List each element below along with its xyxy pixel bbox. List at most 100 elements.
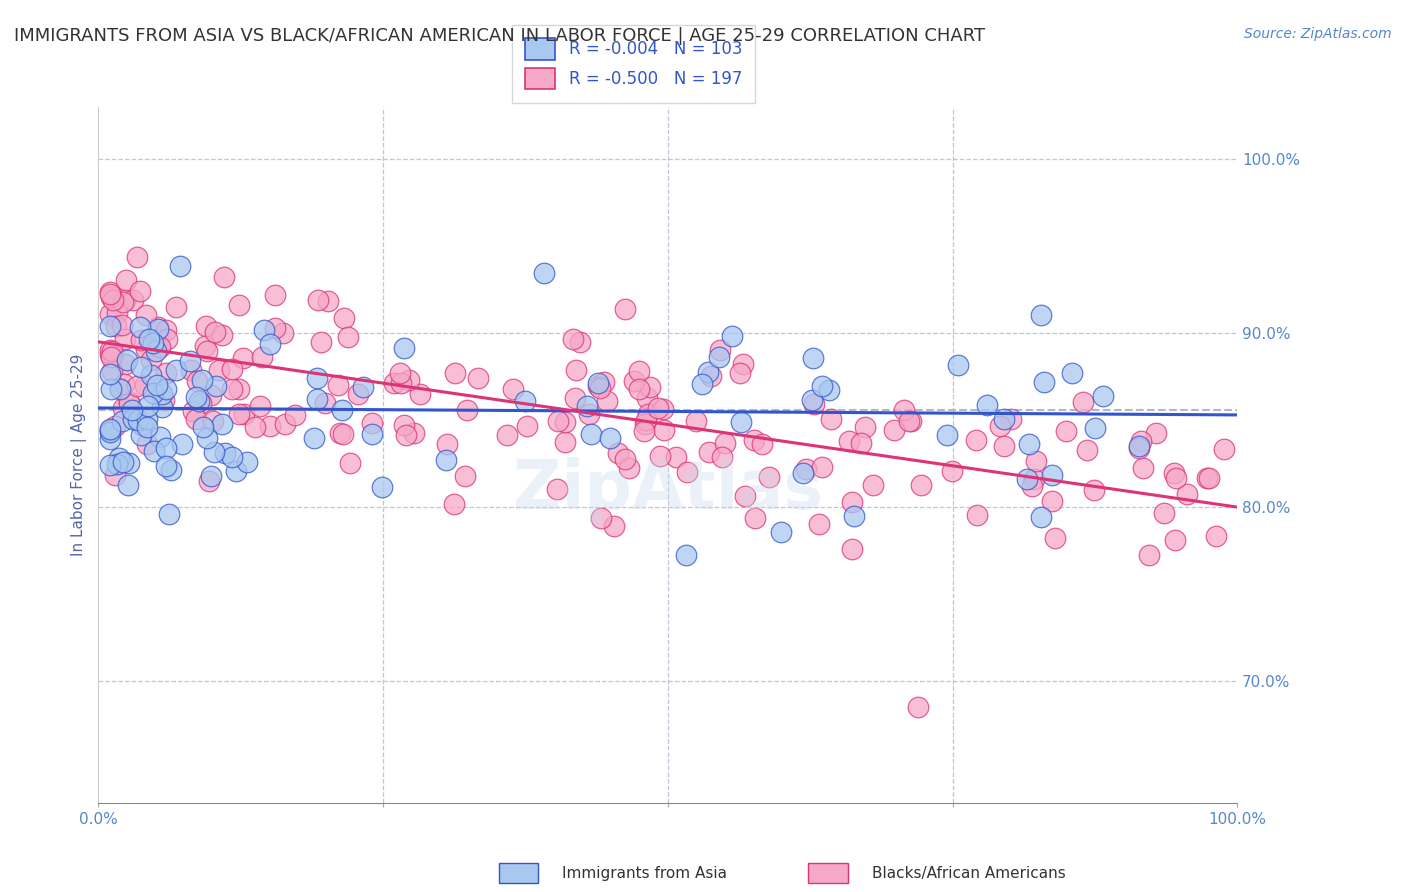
Point [221, 362, 243, 376]
Point [744, 511, 766, 525]
Point [307, 293, 329, 308]
Point [336, 330, 359, 344]
Point [284, 408, 307, 422]
Point [204, 326, 226, 340]
Point [841, 542, 863, 557]
Point [135, 342, 157, 356]
Point [232, 407, 254, 421]
Point [179, 354, 201, 368]
Point [392, 341, 415, 355]
Point [115, 272, 138, 286]
Text: Source: ZipAtlas.com: Source: ZipAtlas.com [1244, 27, 1392, 41]
Point [842, 508, 865, 523]
Point [118, 456, 141, 470]
Point [264, 287, 287, 301]
Point [191, 373, 214, 387]
Point [1018, 437, 1040, 451]
Point [191, 419, 214, 434]
Point [395, 428, 418, 442]
Point [98, 458, 121, 472]
Point [602, 518, 624, 533]
Point [98, 432, 121, 446]
Point [665, 450, 688, 464]
Text: IMMIGRANTS FROM ASIA VS BLACK/AFRICAN AMERICAN IN LABOR FORCE | AGE 25-29 CORREL: IMMIGRANTS FROM ASIA VS BLACK/AFRICAN AM… [14, 27, 986, 45]
Point [138, 332, 160, 346]
Point [742, 433, 765, 447]
Point [685, 414, 707, 428]
Point [139, 368, 162, 383]
Point [976, 398, 998, 412]
Point [589, 380, 612, 394]
Point [202, 414, 225, 428]
Point [1166, 471, 1188, 485]
Point [136, 411, 159, 425]
Point [565, 363, 588, 377]
Point [221, 450, 243, 464]
Point [993, 412, 1015, 426]
Point [1213, 442, 1236, 456]
Point [697, 365, 720, 379]
Point [502, 382, 524, 396]
Point [546, 482, 568, 496]
Point [98, 307, 121, 321]
Point [841, 495, 863, 509]
Point [165, 300, 187, 314]
Point [100, 351, 122, 365]
Point [1083, 483, 1105, 497]
Point [1153, 506, 1175, 520]
Point [204, 379, 226, 393]
Point [198, 474, 221, 488]
Point [613, 452, 636, 467]
Point [1076, 443, 1098, 458]
Point [156, 332, 179, 346]
Point [402, 426, 425, 441]
Point [769, 524, 792, 539]
Point [155, 441, 177, 455]
Point [101, 363, 124, 377]
Point [1033, 376, 1056, 390]
Point [384, 376, 406, 390]
Point [496, 428, 519, 442]
Point [146, 319, 169, 334]
Y-axis label: In Labor Force | Age 25-29: In Labor Force | Age 25-29 [72, 354, 87, 556]
Point [138, 400, 160, 414]
Point [614, 302, 637, 317]
Point [360, 427, 382, 442]
Point [98, 347, 121, 361]
Point [617, 461, 640, 475]
Point [434, 453, 457, 467]
Point [627, 364, 650, 378]
Point [184, 412, 207, 426]
Point [408, 387, 430, 401]
Point [654, 423, 676, 437]
Point [1128, 439, 1150, 453]
Point [1045, 531, 1067, 545]
Point [111, 414, 134, 428]
Point [941, 464, 963, 478]
Point [314, 395, 336, 409]
Point [184, 390, 207, 404]
Point [699, 368, 721, 383]
Point [195, 431, 218, 445]
Point [456, 402, 478, 417]
Point [214, 446, 236, 460]
Point [734, 489, 756, 503]
Point [389, 376, 412, 390]
Point [309, 334, 332, 349]
Point [155, 459, 177, 474]
Point [105, 306, 128, 320]
Point [697, 445, 720, 459]
Point [568, 335, 591, 350]
Point [249, 400, 271, 414]
Point [328, 377, 350, 392]
Point [307, 392, 329, 406]
Point [329, 425, 352, 440]
Text: Immigrants from Asia: Immigrants from Asia [562, 866, 727, 881]
Point [330, 402, 353, 417]
Point [200, 469, 222, 483]
Point [900, 414, 922, 428]
Point [627, 382, 650, 396]
Point [259, 337, 281, 351]
Point [651, 402, 673, 417]
Point [339, 456, 361, 470]
